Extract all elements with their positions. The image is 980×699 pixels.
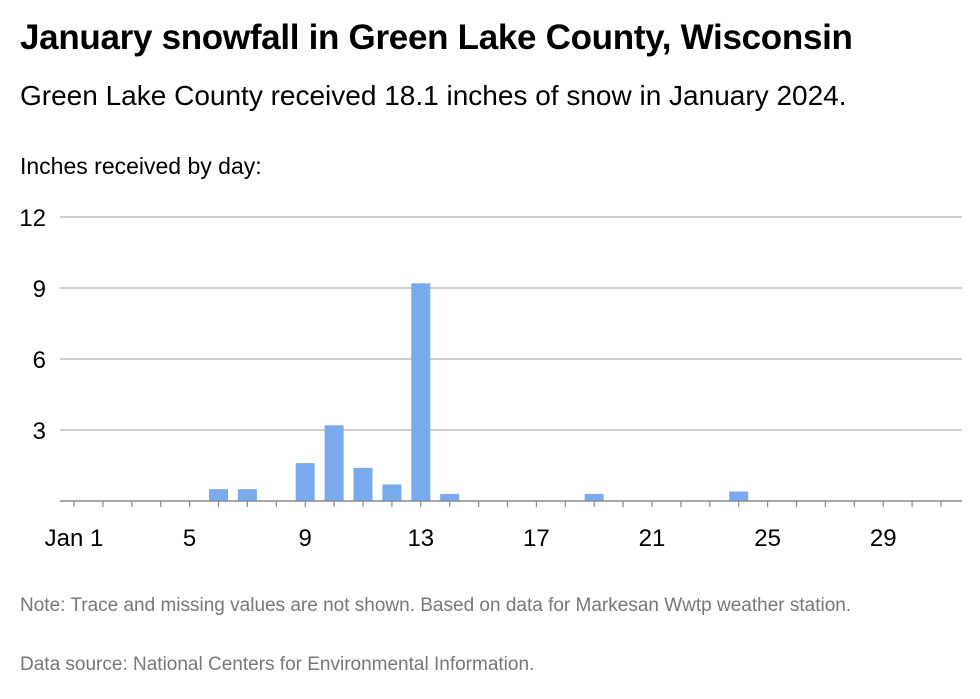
y-tick-label-9: 9 bbox=[33, 276, 46, 303]
bar-series bbox=[209, 283, 749, 501]
bar-chart: 3 6 9 12 Jan 1 5 9 13 17 21 25 29 bbox=[19, 205, 962, 552]
y-tick-label-6: 6 bbox=[33, 347, 46, 374]
x-tick-label-9: 9 bbox=[299, 525, 312, 552]
gridlines bbox=[60, 216, 962, 431]
bar-jan-9 bbox=[295, 463, 315, 501]
data-source: Data source: National Centers for Enviro… bbox=[20, 654, 535, 675]
y-tick-label-3: 3 bbox=[33, 418, 46, 445]
x-tick-label-13: 13 bbox=[407, 525, 434, 552]
bar-jan-6 bbox=[209, 489, 228, 501]
x-axis: Jan 1 5 9 13 17 21 25 29 bbox=[45, 500, 962, 552]
bar-jan-12 bbox=[382, 484, 402, 501]
x-tick-label-17: 17 bbox=[523, 525, 550, 552]
x-tick-label-5: 5 bbox=[183, 525, 196, 552]
y-axis-label: Inches received by day: bbox=[20, 153, 262, 179]
bar-jan-10 bbox=[324, 425, 344, 501]
bar-jan-14 bbox=[440, 493, 460, 501]
bar-jan-19 bbox=[584, 493, 604, 501]
bar-jan-24 bbox=[729, 491, 749, 501]
x-tick-label-1: Jan 1 bbox=[45, 525, 104, 552]
bar-jan-13 bbox=[411, 283, 431, 501]
x-tick-label-25: 25 bbox=[754, 525, 781, 552]
chart-title: January snowfall in Green Lake County, W… bbox=[20, 18, 853, 57]
chart-note: Note: Trace and missing values are not s… bbox=[20, 595, 852, 616]
x-tick-label-29: 29 bbox=[870, 525, 897, 552]
y-axis-ticks: 3 6 9 12 bbox=[19, 205, 46, 445]
bar-jan-11 bbox=[353, 467, 373, 501]
y-tick-label-12: 12 bbox=[19, 205, 46, 232]
chart-subtitle: Green Lake County received 18.1 inches o… bbox=[20, 80, 847, 111]
x-tick-label-21: 21 bbox=[639, 525, 666, 552]
bar-jan-7 bbox=[237, 489, 257, 501]
